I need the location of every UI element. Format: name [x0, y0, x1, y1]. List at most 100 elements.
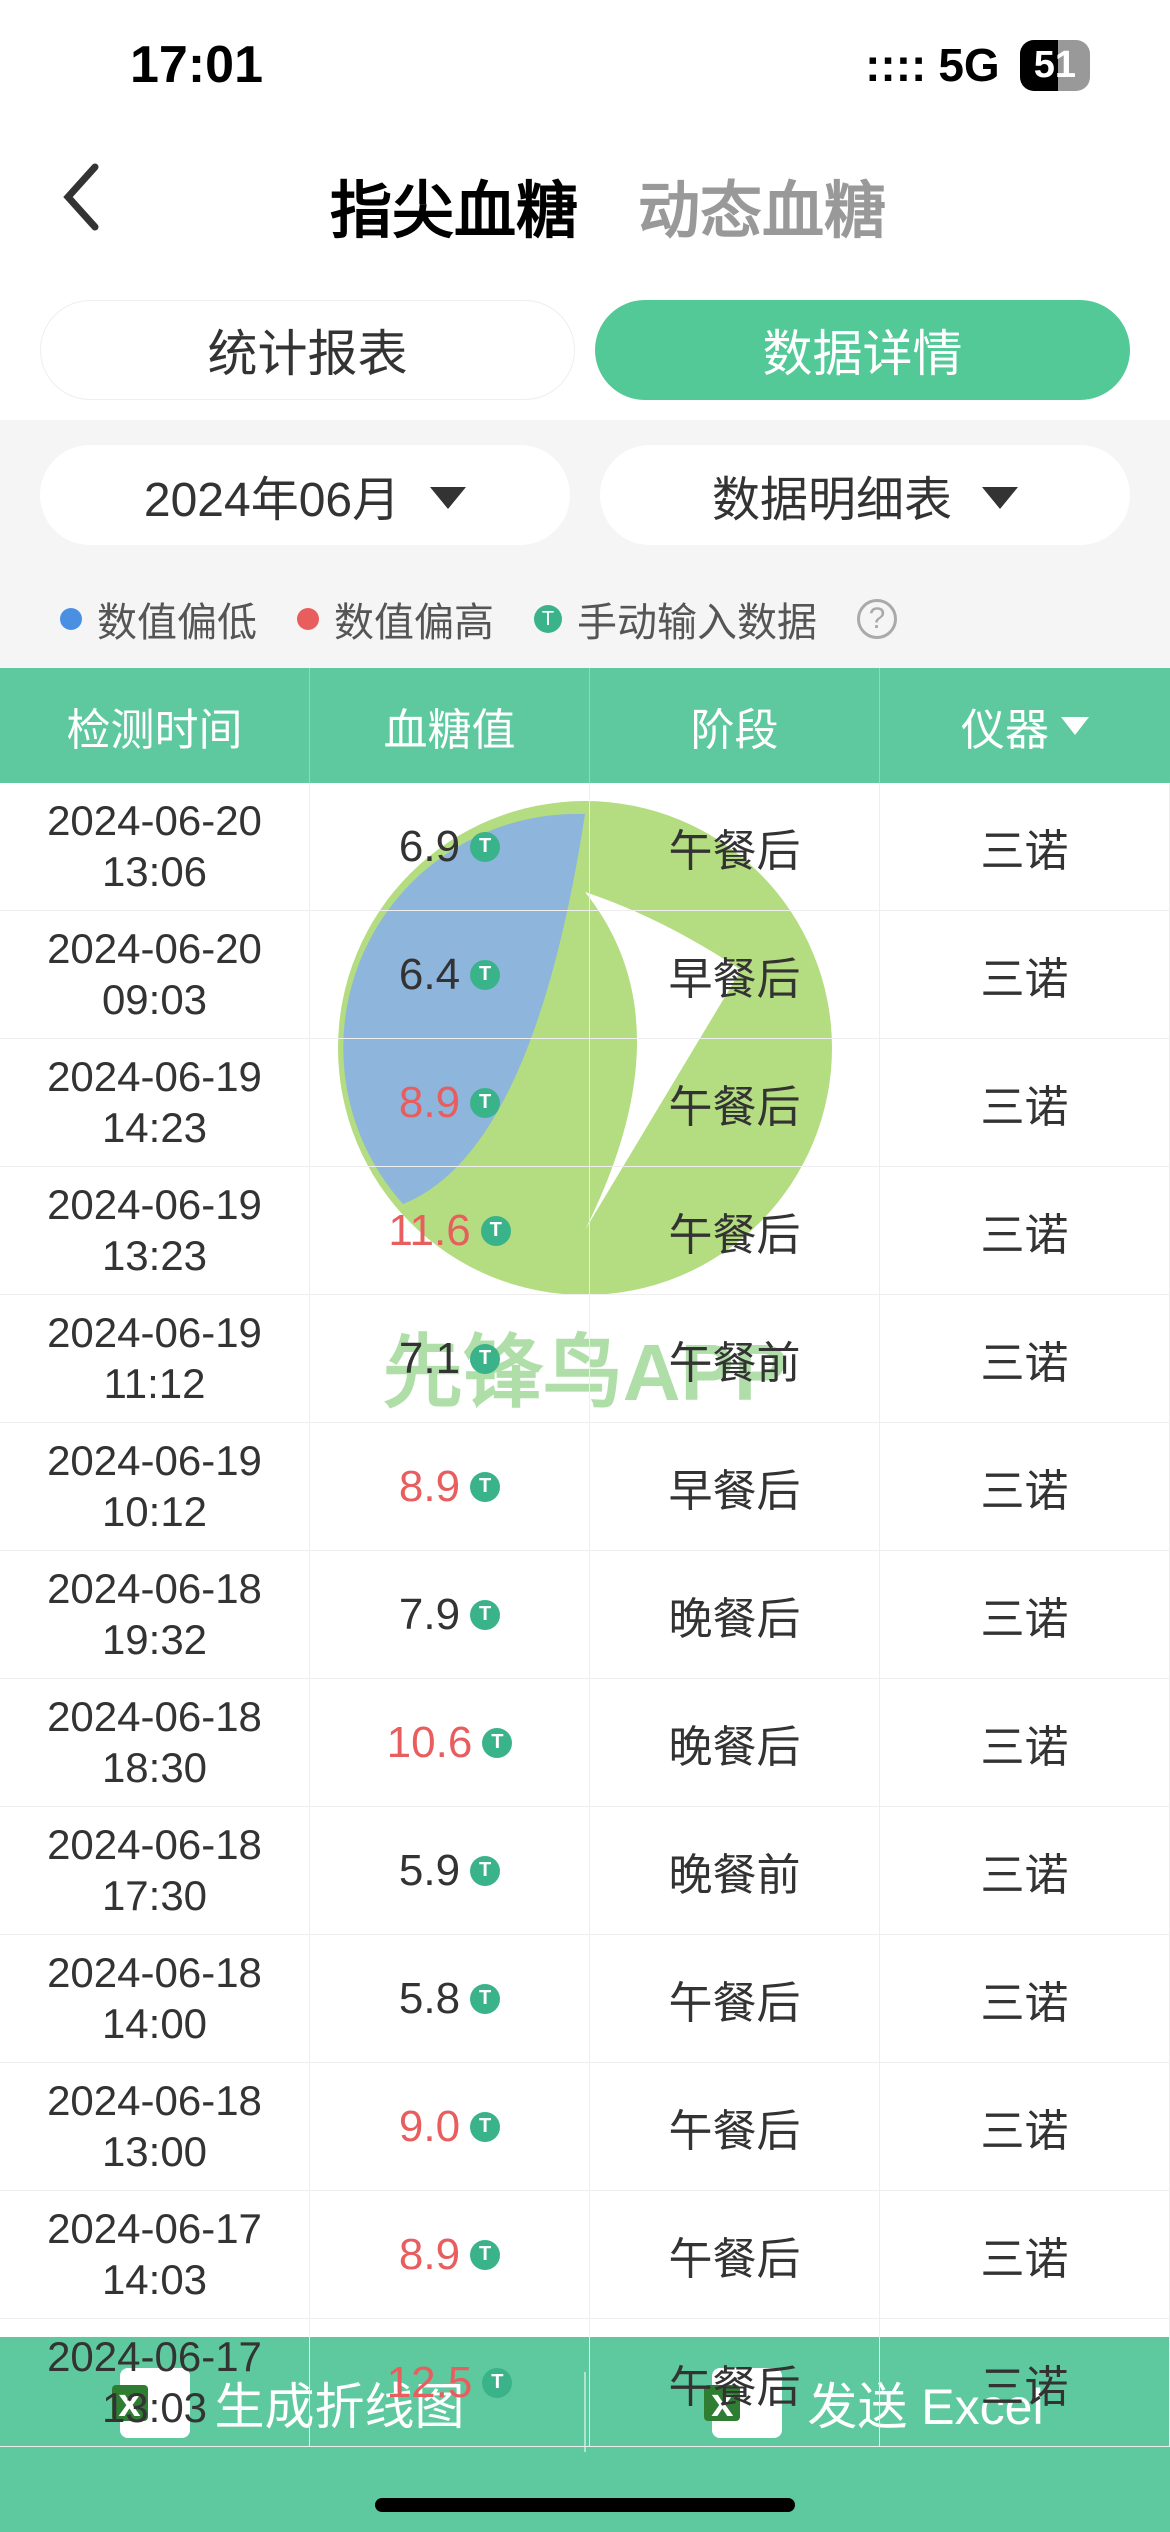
- cell-phase: 午餐后: [590, 2063, 880, 2190]
- table-type-filter[interactable]: 数据明细表: [600, 445, 1130, 545]
- table-row[interactable]: 2024-06-1814:005.8T午餐后三诺: [0, 1935, 1170, 2063]
- nav-tabs: 指尖血糖 动态血糖: [330, 160, 886, 250]
- cell-value: 6.9T: [310, 783, 590, 910]
- network-label: 5G: [938, 38, 999, 92]
- cell-phase: 午餐后: [590, 1935, 880, 2062]
- manual-badge-icon: T: [470, 960, 500, 990]
- table-type-label: 数据明细表: [712, 460, 952, 530]
- signal-icon: ::::: [865, 38, 926, 92]
- tab-continuous[interactable]: 动态血糖: [638, 160, 886, 250]
- cell-phase: 午餐后: [590, 2319, 880, 2446]
- back-button[interactable]: [40, 162, 120, 248]
- segment-detail[interactable]: 数据详情: [595, 300, 1130, 400]
- table-row[interactable]: 2024-06-1818:3010.6T晚餐后三诺: [0, 1679, 1170, 1807]
- table-row[interactable]: 2024-06-2013:066.9T午餐后三诺: [0, 783, 1170, 911]
- nav-header: 指尖血糖 动态血糖: [0, 130, 1170, 280]
- manual-badge-icon: T: [470, 2240, 500, 2270]
- cell-phase: 午餐后: [590, 1039, 880, 1166]
- cell-value: 8.9T: [310, 2191, 590, 2318]
- table-row[interactable]: 2024-06-1819:327.9T晚餐后三诺: [0, 1551, 1170, 1679]
- dot-high-icon: [297, 608, 319, 630]
- th-value: 血糖值: [310, 668, 590, 783]
- legend-manual: T 手动输入数据: [534, 590, 817, 648]
- tab-fingertip[interactable]: 指尖血糖: [330, 160, 578, 250]
- manual-badge-icon: T: [470, 1856, 500, 1886]
- cell-phase: 早餐后: [590, 1423, 880, 1550]
- cell-time: 2024-06-2009:03: [0, 911, 310, 1038]
- table-row[interactable]: 2024-06-1813:009.0T午餐后三诺: [0, 2063, 1170, 2191]
- cell-time: 2024-06-1813:00: [0, 2063, 310, 2190]
- cell-value: 9.0T: [310, 2063, 590, 2190]
- cell-value: 8.9T: [310, 1039, 590, 1166]
- status-time: 17:01: [130, 35, 263, 95]
- table-row[interactable]: 2024-06-1911:127.1T午餐前三诺: [0, 1295, 1170, 1423]
- cell-time: 2024-06-1714:03: [0, 2191, 310, 2318]
- th-time: 检测时间: [0, 668, 310, 783]
- cell-phase: 晚餐后: [590, 1679, 880, 1806]
- cell-phase: 午餐后: [590, 2191, 880, 2318]
- cell-time: 2024-06-1819:32: [0, 1551, 310, 1678]
- manual-badge-icon: T: [470, 1600, 500, 1630]
- manual-badge-icon: T: [470, 832, 500, 862]
- manual-badge-icon: T: [470, 1088, 500, 1118]
- table-row[interactable]: 2024-06-1913:2311.6T午餐后三诺: [0, 1167, 1170, 1295]
- cell-time: 2024-06-1911:12: [0, 1295, 310, 1422]
- month-filter-label: 2024年06月: [144, 460, 400, 530]
- th-phase: 阶段: [590, 668, 880, 783]
- cell-device: 三诺: [880, 2319, 1170, 2446]
- cell-phase: 午餐后: [590, 1167, 880, 1294]
- dot-manual-icon: T: [534, 605, 562, 633]
- cell-phase: 晚餐后: [590, 1551, 880, 1678]
- table-header: 检测时间 血糖值 阶段 仪器: [0, 668, 1170, 783]
- table-row[interactable]: 2024-06-1910:128.9T早餐后三诺: [0, 1423, 1170, 1551]
- table-row[interactable]: 2024-06-1817:305.9T晚餐前三诺: [0, 1807, 1170, 1935]
- cell-value: 8.9T: [310, 1423, 590, 1550]
- table-row[interactable]: 2024-06-1713:0312.5T午餐后三诺: [0, 2319, 1170, 2447]
- status-right: :::: 5G 51: [865, 38, 1090, 92]
- dot-low-icon: [60, 608, 82, 630]
- cell-device: 三诺: [880, 1679, 1170, 1806]
- segment-control: 统计报表 数据详情: [0, 280, 1170, 420]
- table-row[interactable]: 2024-06-1914:238.9T午餐后三诺: [0, 1039, 1170, 1167]
- cell-phase: 午餐前: [590, 1295, 880, 1422]
- cell-device: 三诺: [880, 2191, 1170, 2318]
- cell-device: 三诺: [880, 1423, 1170, 1550]
- cell-device: 三诺: [880, 1807, 1170, 1934]
- cell-device: 三诺: [880, 1935, 1170, 2062]
- cell-device: 三诺: [880, 1295, 1170, 1422]
- cell-device: 三诺: [880, 1039, 1170, 1166]
- cell-value: 5.8T: [310, 1935, 590, 2062]
- manual-badge-icon: T: [470, 1472, 500, 1502]
- cell-device: 三诺: [880, 783, 1170, 910]
- segment-report[interactable]: 统计报表: [40, 300, 575, 400]
- cell-value: 7.9T: [310, 1551, 590, 1678]
- manual-badge-icon: T: [481, 1216, 511, 1246]
- cell-phase: 晚餐前: [590, 1807, 880, 1934]
- manual-badge-icon: T: [482, 2368, 512, 2398]
- chevron-down-icon: [982, 487, 1018, 509]
- filter-row: 2024年06月 数据明细表: [0, 420, 1170, 570]
- cell-time: 2024-06-2013:06: [0, 783, 310, 910]
- sort-icon: [1061, 717, 1089, 735]
- table-body[interactable]: 2024-06-2013:066.9T午餐后三诺2024-06-2009:036…: [0, 783, 1170, 2447]
- table-row[interactable]: 2024-06-2009:036.4T早餐后三诺: [0, 911, 1170, 1039]
- cell-value: 11.6T: [310, 1167, 590, 1294]
- cell-time: 2024-06-1910:12: [0, 1423, 310, 1550]
- table-row[interactable]: 2024-06-1714:038.9T午餐后三诺: [0, 2191, 1170, 2319]
- cell-device: 三诺: [880, 911, 1170, 1038]
- data-table: 先锋鸟APP 检测时间 血糖值 阶段 仪器 2024-06-2013:066.9…: [0, 668, 1170, 2447]
- month-filter[interactable]: 2024年06月: [40, 445, 570, 545]
- cell-value: 6.4T: [310, 911, 590, 1038]
- manual-badge-icon: T: [482, 1728, 512, 1758]
- status-bar: 17:01 :::: 5G 51: [0, 0, 1170, 130]
- cell-phase: 午餐后: [590, 783, 880, 910]
- cell-value: 12.5T: [310, 2319, 590, 2446]
- manual-badge-icon: T: [470, 2112, 500, 2142]
- th-device[interactable]: 仪器: [880, 668, 1170, 783]
- cell-device: 三诺: [880, 1551, 1170, 1678]
- legend-high: 数值偏高: [297, 590, 494, 648]
- help-icon[interactable]: ?: [857, 599, 897, 639]
- cell-value: 7.1T: [310, 1295, 590, 1422]
- home-indicator[interactable]: [375, 2498, 795, 2512]
- cell-value: 5.9T: [310, 1807, 590, 1934]
